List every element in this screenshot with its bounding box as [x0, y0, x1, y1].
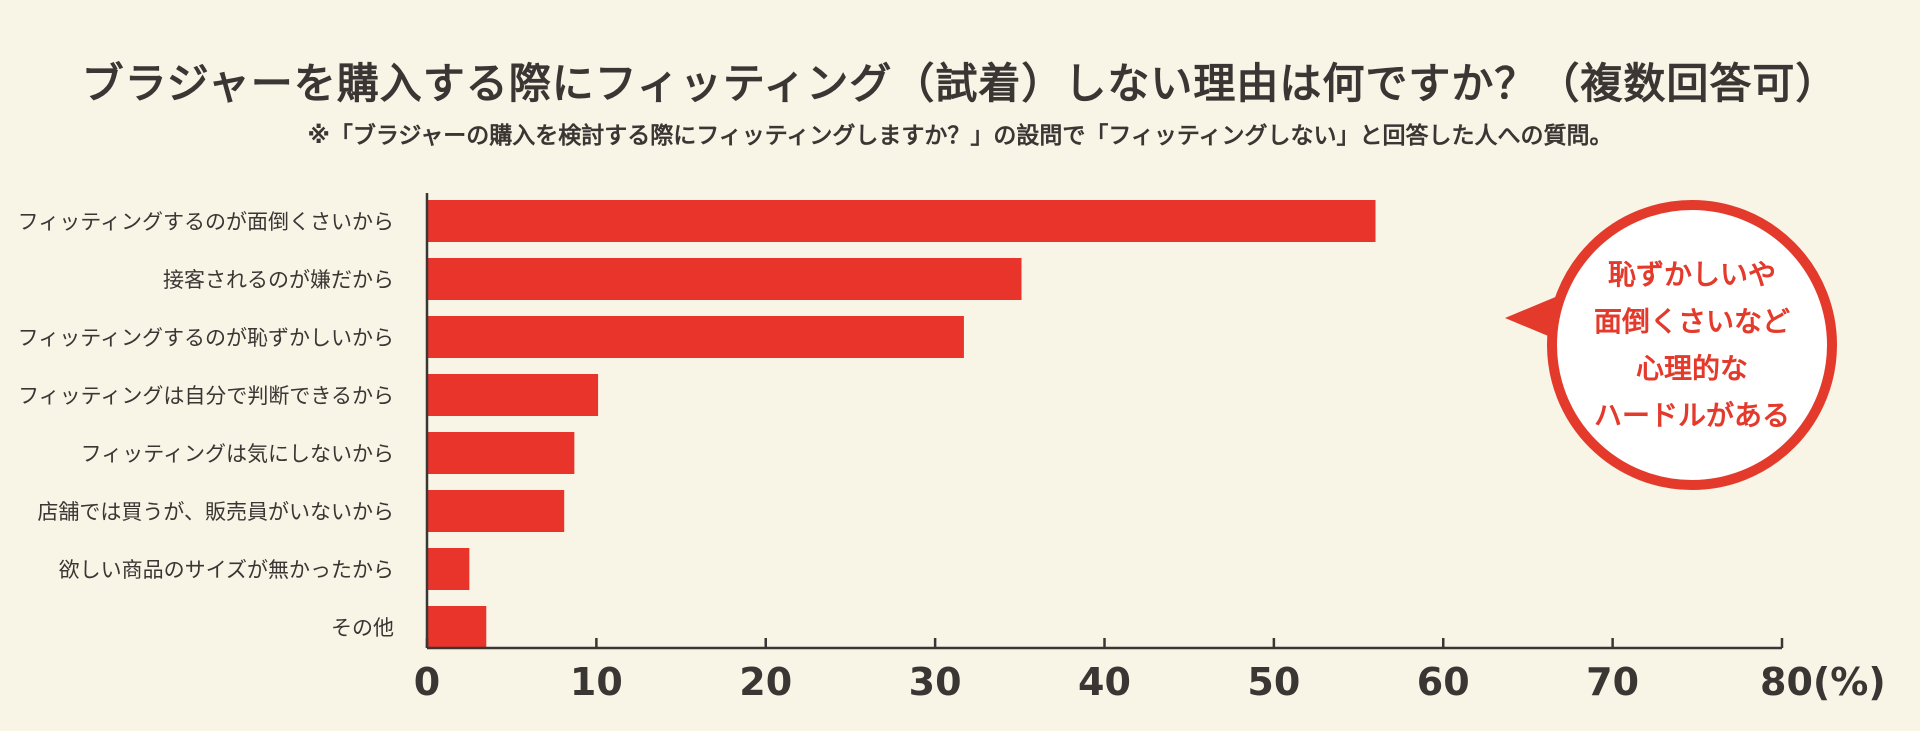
x-tick-label-10: 10 [570, 660, 623, 704]
bar-7 [427, 548, 470, 590]
chart-title: ブラジャーを購入する際にフィッティング（試着）しない理由は何ですか？（複数回答可… [81, 59, 1839, 108]
callout-line-3: 心理的な [1636, 352, 1748, 385]
category-label-6: 店舗では買うが、販売員がいないから [37, 500, 394, 524]
chart-subtitle: ※「ブラジャーの購入を検討する際にフィッティングしますか？」の設問で「フィッティ… [307, 123, 1613, 149]
category-label-7: 欲しい商品のサイズが無かったから [59, 558, 394, 582]
bar-2 [427, 258, 1022, 300]
category-label-4: フィッティングは自分で判断できるから [18, 384, 394, 408]
x-tick-label-20: 20 [739, 660, 792, 704]
category-label-1: フィッティングするのが面倒くさいから [18, 210, 394, 234]
bar-6 [427, 490, 565, 532]
callout-line-4: ハードルがある [1594, 399, 1790, 432]
category-label-2: 接客されるのが嫌だから [163, 268, 394, 292]
bar-5 [427, 432, 575, 474]
x-tick-label-80: 80(%) [1760, 660, 1886, 704]
callout-bubble: 恥ずかしいや 面倒くさいなど 心理的な ハードルがある [1505, 200, 1837, 490]
callout-line-2: 面倒くさいなど [1594, 305, 1790, 338]
x-tick-label-40: 40 [1078, 660, 1131, 704]
x-tick-label-0: 0 [414, 660, 440, 704]
callout-line-1: 恥ずかしいや [1608, 258, 1776, 291]
x-tick-label-60: 60 [1417, 660, 1470, 704]
bar-1 [427, 200, 1376, 242]
bar-3 [427, 316, 964, 358]
x-tick-label-70: 70 [1586, 660, 1639, 704]
category-label-5: フィッティングは気にしないから [81, 442, 394, 466]
x-tick-label-30: 30 [909, 660, 962, 704]
callout-circle [1547, 200, 1837, 490]
x-tick-label-50: 50 [1247, 660, 1300, 704]
category-label-3: フィッティングするのが恥ずかしいから [18, 326, 394, 350]
category-label-8: その他 [331, 616, 394, 640]
bar-8 [427, 606, 487, 648]
bar-4 [427, 374, 599, 416]
